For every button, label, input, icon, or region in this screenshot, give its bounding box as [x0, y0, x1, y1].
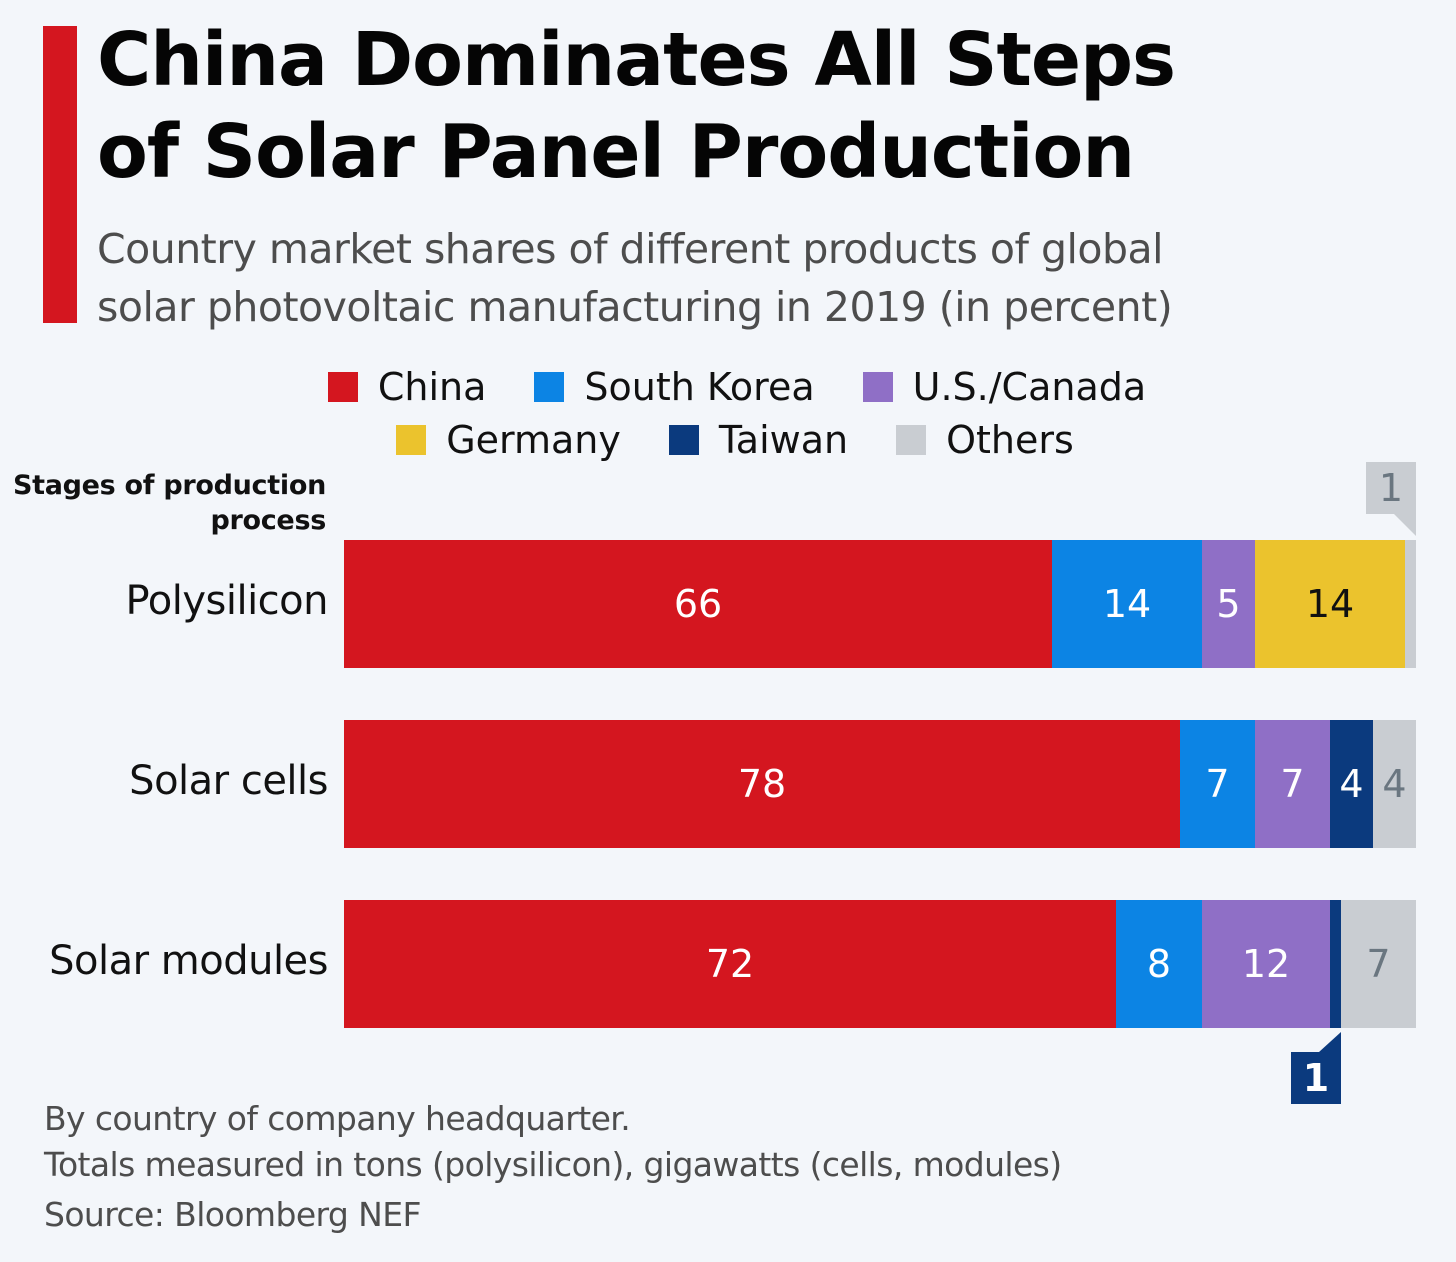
- legend-swatch: [534, 371, 565, 402]
- bar-segment-solar-modules-south-korea: 8: [1116, 900, 1202, 1028]
- bar-row-polysilicon: 66 14 5 14: [344, 540, 1416, 668]
- legend-label: China: [377, 364, 487, 409]
- legend-item-u-s-canada: U.S./Canada: [862, 364, 1147, 409]
- bar-segment-solar-modules-u-s-canada: 12: [1202, 900, 1330, 1028]
- footnote: By country of company headquarter. Total…: [44, 1096, 1062, 1238]
- data-label: 14: [1305, 582, 1355, 626]
- data-label: 72: [705, 942, 755, 986]
- data-label: 4: [1339, 762, 1364, 806]
- bar-segment-solar-cells-china: 78: [344, 720, 1180, 848]
- bar-segment-polysilicon-south-korea: 14: [1052, 540, 1202, 668]
- bar-segment-solar-cells-u-s-canada: 7: [1255, 720, 1330, 848]
- legend-item-china: China: [327, 364, 487, 409]
- bar-segment-solar-cells-taiwan: 4: [1330, 720, 1373, 848]
- data-label: 8: [1146, 942, 1172, 986]
- legend-swatch: [327, 371, 358, 402]
- category-label-solar-cells: Solar cells: [129, 758, 328, 804]
- category-label-polysilicon: Polysilicon: [125, 578, 329, 624]
- legend-label: Taiwan: [718, 417, 849, 462]
- subtitle-line-1: Country market shares of different produ…: [97, 225, 1164, 273]
- source-credit: Source: Bloomberg NEF: [44, 1195, 421, 1234]
- data-label: 12: [1241, 942, 1291, 986]
- bar-segment-polysilicon-germany: 14: [1255, 540, 1405, 668]
- y-axis-title: Stages of production process: [12, 470, 326, 536]
- callout-pointer: [1319, 1032, 1341, 1052]
- legend-item-taiwan: Taiwan: [668, 417, 849, 462]
- category-label-solar-modules: Solar modules: [49, 938, 328, 984]
- subtitle-line-2: solar photovoltaic manufacturing in 2019…: [97, 283, 1173, 331]
- data-label: 5: [1216, 582, 1241, 626]
- legend: China South Korea U.S./Canada Germany Taiwa…: [0, 360, 1456, 466]
- legend-label: South Korea: [584, 364, 815, 409]
- data-label: 78: [737, 762, 787, 806]
- legend-row: China South Korea U.S./Canada: [0, 360, 1456, 413]
- bar-row-solar-cells: 78 7 7 4 4: [344, 720, 1416, 848]
- data-label: 14: [1102, 582, 1152, 626]
- callout-solar-modules-taiwan: 1: [1291, 1052, 1341, 1104]
- legend-swatch: [396, 424, 427, 455]
- chart-subtitle: Country market shares of different produ…: [97, 220, 1417, 336]
- data-label: 7: [1366, 942, 1391, 986]
- callout-polysilicon-others: 1: [1366, 462, 1416, 514]
- callout-pointer: [1394, 514, 1416, 536]
- bar-row-solar-modules: 72 8 12 7: [344, 900, 1416, 1028]
- bar-segment-solar-cells-others: 4: [1373, 720, 1416, 848]
- bar-segment-polysilicon-china: 66: [344, 540, 1052, 668]
- legend-label: Germany: [446, 417, 621, 462]
- footnote-note-1: By country of company headquarter.: [44, 1099, 631, 1138]
- legend-label: U.S./Canada: [912, 364, 1147, 409]
- data-label: 7: [1205, 762, 1230, 806]
- footnote-note-2: Totals measured in tons (polysilicon), g…: [44, 1145, 1062, 1184]
- bar-segment-polysilicon-others: [1405, 540, 1416, 668]
- legend-swatch: [668, 424, 699, 455]
- bar-segment-polysilicon-u-s-canada: 5: [1202, 540, 1255, 668]
- legend-label: Others: [946, 417, 1074, 462]
- bar-segment-solar-modules-taiwan: [1330, 900, 1341, 1028]
- chart-title: China Dominates All Steps of Solar Panel…: [97, 14, 1437, 198]
- title-line-1: China Dominates All Steps: [97, 17, 1176, 103]
- title-line-2: of Solar Panel Production: [97, 109, 1135, 195]
- accent-bar: [43, 26, 77, 323]
- bar-segment-solar-modules-others: 7: [1341, 900, 1416, 1028]
- data-label: 66: [673, 582, 723, 626]
- legend-swatch: [862, 371, 893, 402]
- legend-item-others: Others: [896, 418, 1074, 462]
- legend-swatch: [896, 424, 927, 455]
- data-label: 7: [1280, 762, 1305, 806]
- legend-row: Germany Taiwan Others: [0, 413, 1456, 466]
- legend-item-south-korea: South Korea: [534, 364, 815, 409]
- bar-segment-solar-modules-china: 72: [344, 900, 1116, 1028]
- bar-segment-solar-cells-south-korea: 7: [1180, 720, 1255, 848]
- data-label: 4: [1382, 762, 1407, 806]
- legend-item-germany: Germany: [396, 418, 621, 462]
